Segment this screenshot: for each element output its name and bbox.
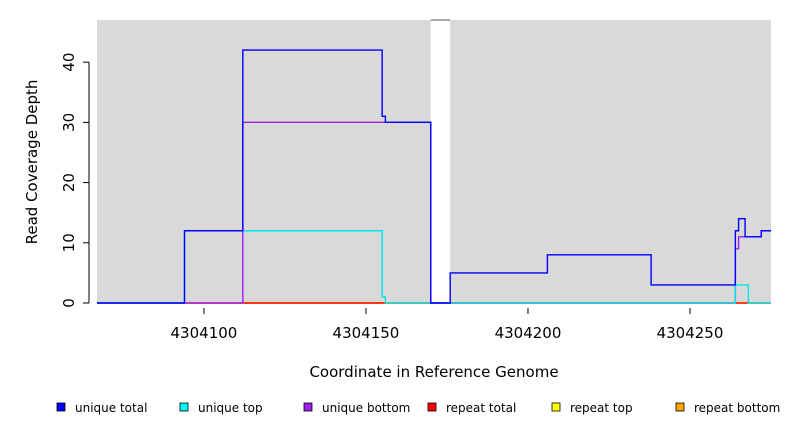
legend-label: unique bottom [322, 401, 410, 415]
legend-swatch [551, 402, 561, 412]
legend-item: repeat total [427, 401, 516, 415]
x-tick-label: 4304150 [333, 324, 400, 342]
legend-label: unique total [75, 401, 147, 415]
plot-area [97, 19, 771, 304]
legend-item: unique bottom [303, 401, 410, 415]
legend-label: repeat top [570, 401, 633, 415]
y-tick-label: 40 [60, 53, 78, 72]
y-tick-label: 30 [60, 113, 78, 132]
x-tick-label: 4304100 [171, 324, 238, 342]
legend-item: unique total [56, 401, 147, 415]
legend-swatch [303, 402, 313, 412]
legend-swatch [56, 402, 66, 412]
x-axis-label: Coordinate in Reference Genome [309, 363, 558, 381]
y-tick-label: 10 [60, 233, 78, 252]
legend-swatch [675, 402, 685, 412]
legend-label: repeat total [446, 401, 516, 415]
series-line-unique-total [97, 49, 771, 304]
x-tick-label: 4304250 [657, 324, 724, 342]
x-tick-label: 4304200 [495, 324, 562, 342]
legend-item: unique top [179, 401, 263, 415]
legend-label: repeat bottom [694, 401, 780, 415]
legend-swatch [427, 402, 437, 412]
legend-label: unique top [198, 401, 263, 415]
y-tick-label: 0 [60, 298, 78, 308]
axes: 0 10 20 30 40 4304100 4304150 4304200 4304250 [60, 53, 723, 342]
legend-item: repeat bottom [675, 401, 780, 415]
y-tick-label: 20 [60, 173, 78, 192]
y-axis-label: Read Coverage Depth [23, 80, 41, 245]
legend-swatch [179, 402, 189, 412]
gap-region [430, 20, 451, 303]
legend: unique total unique top unique bottom repea… [56, 401, 780, 415]
legend-item: repeat top [551, 401, 633, 415]
